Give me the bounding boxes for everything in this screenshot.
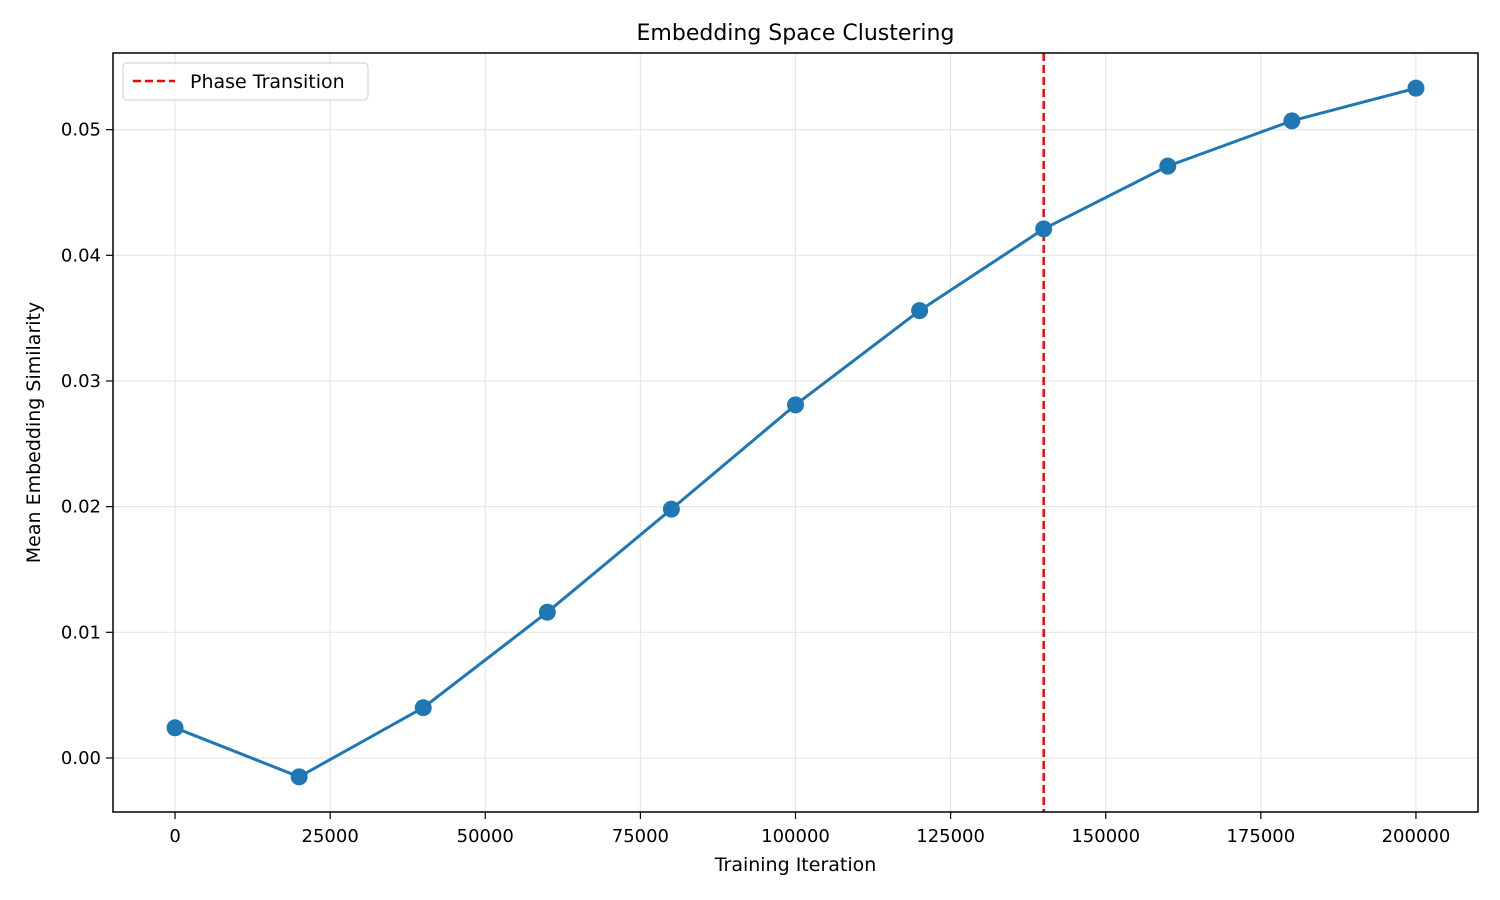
data-point xyxy=(290,768,308,786)
x-tick-label: 125000 xyxy=(916,826,985,847)
data-point xyxy=(662,500,680,518)
y-axis-label: Mean Embedding Similarity xyxy=(23,302,45,563)
data-point xyxy=(911,302,929,320)
data-point xyxy=(1035,220,1053,238)
data-point xyxy=(1283,112,1301,130)
y-tick-label: 0.03 xyxy=(61,371,101,392)
x-tick-label: 75000 xyxy=(612,826,669,847)
data-point xyxy=(538,603,556,621)
x-tick-label: 0 xyxy=(169,826,180,847)
y-tick-label: 0.01 xyxy=(61,622,101,643)
x-axis-label: Training Iteration xyxy=(714,854,877,876)
x-tick-label: 150000 xyxy=(1071,826,1140,847)
x-tick-label: 100000 xyxy=(761,826,830,847)
x-tick-label: 50000 xyxy=(457,826,514,847)
y-tick-label: 0.04 xyxy=(61,245,101,266)
x-tick-label: 175000 xyxy=(1226,826,1295,847)
data-point xyxy=(1407,79,1425,97)
y-tick-label: 0.05 xyxy=(61,120,101,141)
plot-area: 0 25000 50000 75000 100000 125000 150000 175000… xyxy=(61,52,1479,847)
legend: Phase Transition xyxy=(122,62,369,101)
x-tick-label: 25000 xyxy=(302,826,359,847)
y-tick-label: 0.02 xyxy=(61,497,101,518)
legend-box xyxy=(122,62,369,101)
data-point xyxy=(166,719,184,737)
chart-title: Embedding Space Clustering xyxy=(637,21,955,46)
data-point xyxy=(787,396,804,414)
data-point xyxy=(414,699,432,717)
legend-entry-phase-transition: Phase Transition xyxy=(190,71,345,93)
x-tick-label: 200000 xyxy=(1382,826,1451,847)
y-tick-label: 0.00 xyxy=(61,748,101,769)
data-point xyxy=(1159,157,1177,175)
